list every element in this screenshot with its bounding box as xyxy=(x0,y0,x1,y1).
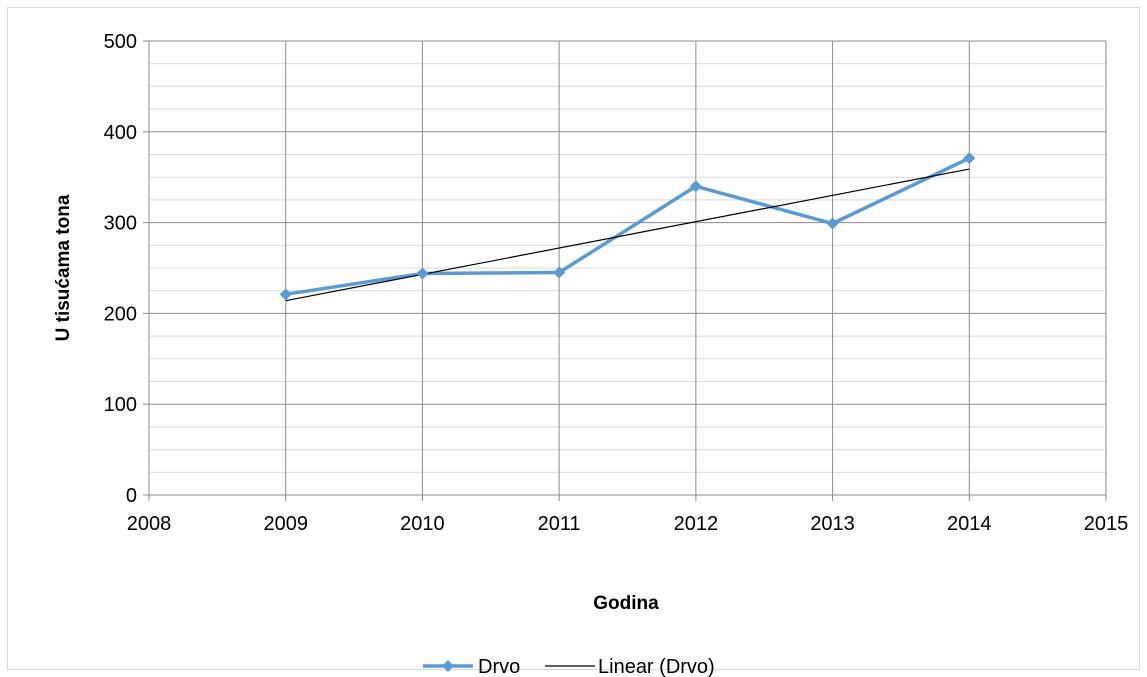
y-tick-label: 500 xyxy=(104,31,137,53)
data-point-marker xyxy=(416,267,429,280)
x-tick-label: 2010 xyxy=(400,513,445,535)
legend-drvo-label: Drvo xyxy=(478,656,520,677)
y-tick-label: 0 xyxy=(126,485,137,507)
data-point-marker xyxy=(279,288,292,301)
data-point-marker xyxy=(963,152,976,165)
x-tick-label: 2014 xyxy=(947,513,992,535)
data-point-marker xyxy=(689,180,702,193)
legend-drvo-marker xyxy=(442,660,454,672)
y-axis-title: U tisućama tona xyxy=(53,194,74,341)
x-tick-label: 2015 xyxy=(1084,513,1129,535)
x-tick-label: 2013 xyxy=(810,513,855,535)
x-tick-label: 2011 xyxy=(538,513,581,535)
y-tick-label: 100 xyxy=(104,394,137,416)
legend: Drvo Linear (Drvo) xyxy=(423,656,715,677)
y-tick-label: 400 xyxy=(104,122,137,144)
legend-linear-label: Linear (Drvo) xyxy=(598,656,715,677)
x-tick-label: 2012 xyxy=(674,513,719,535)
axis-layer: 0 100 200 300 400 500 2008 2009 2010 2011 2012 2013… xyxy=(104,31,1129,535)
x-tick-label: 2008 xyxy=(127,513,172,535)
series-layer xyxy=(279,152,976,302)
data-point-marker xyxy=(553,266,566,279)
x-axis-title: Godina xyxy=(593,593,659,614)
grid-layer xyxy=(149,40,1107,495)
data-point-marker xyxy=(826,217,839,230)
chart-frame xyxy=(7,7,1140,670)
y-tick-label: 200 xyxy=(104,303,137,325)
series-linear-drvo-trendline xyxy=(285,168,970,302)
y-tick-label: 300 xyxy=(104,213,137,235)
x-tick-label: 2009 xyxy=(263,513,308,535)
series-drvo-line xyxy=(285,156,971,297)
